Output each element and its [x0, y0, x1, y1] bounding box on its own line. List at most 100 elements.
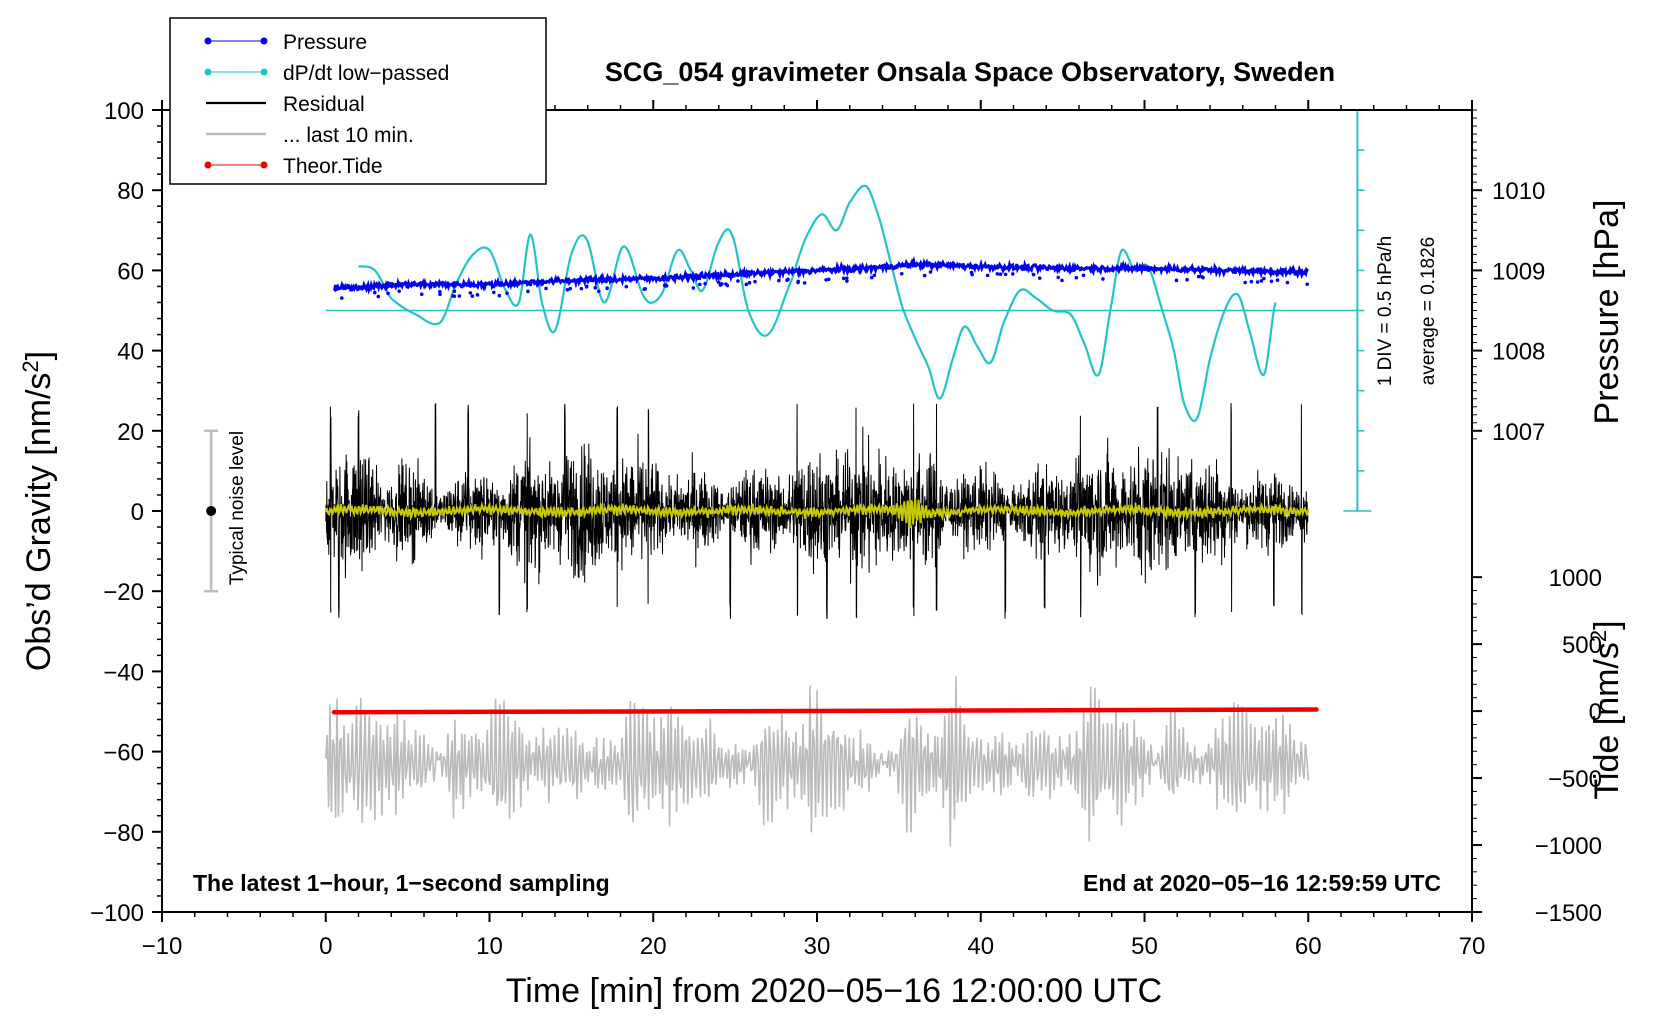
pressure-tick-label: 1007 [1492, 419, 1545, 446]
pressure-outlier-dot [1269, 279, 1274, 284]
pressure-outlier-dot [1275, 278, 1280, 282]
y-axis-label-gravity: Obs’d Gravity [nm/s2] [18, 351, 59, 671]
pressure-tick-label: 1009 [1492, 258, 1545, 285]
tide-tick-label: −1000 [1535, 833, 1602, 860]
pressure-outlier-dot [1255, 280, 1260, 284]
legend: Pressure dP/dt low−passed Residual ... last… [169, 17, 547, 185]
pressure-outlier-dot [1249, 279, 1254, 284]
annotation-end-time: End at 2020−05−16 12:59:59 UTC [1083, 870, 1441, 896]
residual-trace [325, 402, 1309, 619]
y-label-tide-suffix: ] [1588, 620, 1626, 629]
y-tick-label: −100 [90, 900, 144, 927]
y-label-gravity-sup: 2 [18, 360, 43, 372]
x-tick-label: 60 [1295, 933, 1322, 960]
pressure-outlier-dot [691, 286, 696, 290]
pressure-outlier-dot [452, 289, 457, 294]
y-label-gravity-suffix: ] [20, 351, 58, 360]
noise-bar-center-dot [206, 506, 217, 516]
pressure-outlier-dot [872, 273, 877, 278]
legend-label: Pressure [283, 31, 367, 54]
y-tick-label: 40 [117, 339, 144, 366]
residual-smoothed-trace [324, 497, 1310, 529]
pressure-outlier-dot [491, 290, 496, 295]
x-tick-label: 30 [804, 933, 831, 960]
legend-swatch-dot [260, 68, 268, 76]
pressure-outlier-dot [340, 296, 344, 300]
pressure-outlier-dot [796, 279, 801, 284]
x-tick-label: 0 [319, 933, 332, 960]
pressure-outlier-dot [1074, 275, 1079, 280]
pressure-outlier-dot [1262, 276, 1266, 281]
pressure-outlier-dot [718, 283, 723, 287]
axes-layer: −10 0 10 20 30 40 50 60 70100806040200−20−40−60−… [90, 98, 1602, 960]
pressure-outlier-dot [985, 273, 990, 278]
pressure-outlier-dot [1259, 279, 1264, 283]
pressure-outlier-dot [1201, 275, 1205, 280]
x-tick-label: 70 [1459, 933, 1486, 960]
pressure-outlier-dot [747, 280, 752, 285]
pressure-outlier-dot [753, 279, 757, 284]
pressure-outlier-dot [386, 291, 390, 296]
annotation-sampling: The latest 1−hour, 1−second sampling [193, 870, 610, 896]
pressure-outlier-dot [998, 272, 1003, 277]
pressure-outlier-dot [1010, 272, 1015, 276]
x-axis-label: Time [min] from 2020−05−16 12:00:00 UTC [506, 972, 1162, 1010]
pressure-outlier-dot [841, 276, 846, 281]
pressure-outlier-dot [785, 278, 789, 283]
pressure-outlier-dot [703, 281, 707, 286]
y-label-tide-prefix: Tide [nm/s [1588, 642, 1626, 799]
last-10min-trace [325, 676, 1310, 847]
y-tick-label: 60 [117, 258, 144, 285]
scale-div-label: 1 DIV = 0.5 hPa/h [1375, 236, 1396, 387]
pressure-outlier-dot [419, 292, 424, 297]
pressure-outlier-dot [438, 289, 442, 294]
pressure-trace [332, 255, 1309, 295]
pressure-outlier-dot [928, 270, 933, 274]
tide-tick-label: −1500 [1535, 900, 1602, 927]
pressure-outlier-dot [373, 290, 377, 295]
y-axis-label-tide: Tide [nm/s2] [1586, 620, 1627, 799]
dpdt-trace [358, 184, 1277, 423]
legend-box [169, 17, 547, 185]
tide-tick-label: 500 [1562, 632, 1602, 659]
pressure-outlier-dot [1196, 274, 1201, 279]
theor-tide-line [331, 707, 1319, 715]
pressure-outlier-dot [844, 276, 849, 280]
pressure-outlier-dot [1305, 282, 1309, 287]
pressure-outlier-dot [1031, 272, 1036, 277]
x-tick-label: 50 [1131, 933, 1158, 960]
pressure-outlier-dot [698, 282, 702, 287]
legend-label: Theor.Tide [283, 155, 383, 178]
pressure-outlier-dot [1037, 276, 1042, 280]
pressure-outlier-dot [579, 286, 584, 291]
pressure-outlier-dot [736, 279, 740, 283]
pressure-outlier-dot [995, 272, 1000, 276]
legend-swatch-dot [260, 161, 268, 169]
y-label-tide-sup: 2 [1586, 630, 1611, 642]
pressure-outlier-dot [1056, 275, 1061, 280]
y-tick-label: −60 [103, 740, 144, 767]
y-axis-label-pressure: Pressure [hPa] [1588, 200, 1626, 425]
pressure-outlier-dot [593, 286, 598, 290]
pressure-outlier-dot [470, 294, 475, 298]
pressure-outlier-dot [663, 283, 667, 287]
pressure-outlier-dot [969, 270, 974, 275]
tide-tick-label: 0 [1589, 699, 1602, 726]
pressure-outlier-dot [1285, 280, 1290, 285]
legend-label: dP/dt low−passed [283, 62, 449, 85]
pressure-outlier-dot [1243, 280, 1247, 285]
pressure-outlier-dot [565, 288, 570, 292]
x-tick-label: −10 [142, 933, 183, 960]
pressure-outlier-dot [605, 286, 609, 291]
x-tick-label: 10 [476, 933, 503, 960]
pressure-outlier-dot [1101, 277, 1105, 281]
pressure-outlier-dot [1060, 278, 1064, 283]
pressure-outlier-dot [777, 278, 781, 283]
pressure-outlier-dot [716, 280, 721, 285]
pressure-outlier-dot [845, 279, 849, 283]
pressure-outlier-dot [505, 291, 509, 295]
tide-tick-label: −500 [1548, 766, 1602, 793]
y-label-gravity-prefix: Obs’d Gravity [nm/s [20, 373, 58, 672]
pressure-outlier-dot [899, 271, 904, 276]
pressure-outlier-dot [922, 273, 927, 278]
